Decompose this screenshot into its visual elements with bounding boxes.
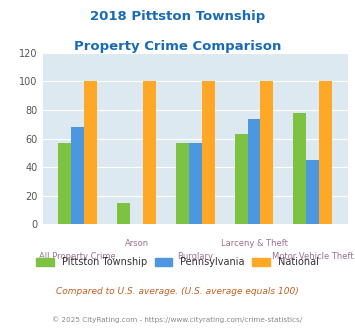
Bar [306, 160, 319, 224]
Bar [59, 143, 71, 224]
Text: 2018 Pittston Township: 2018 Pittston Township [90, 10, 265, 23]
Text: Motor Vehicle Theft: Motor Vehicle Theft [272, 252, 354, 261]
Bar [176, 143, 189, 224]
Bar [319, 82, 332, 224]
Bar [293, 113, 306, 224]
Bar [71, 127, 84, 224]
Bar [189, 143, 202, 224]
Text: Property Crime Comparison: Property Crime Comparison [74, 40, 281, 52]
Text: © 2025 CityRating.com - https://www.cityrating.com/crime-statistics/: © 2025 CityRating.com - https://www.city… [53, 317, 302, 323]
Bar [143, 82, 156, 224]
Text: Burglary: Burglary [177, 252, 213, 261]
Bar [202, 82, 215, 224]
Bar [117, 203, 130, 224]
Text: All Property Crime: All Property Crime [39, 252, 116, 261]
Bar [247, 118, 261, 224]
Legend: Pittston Township, Pennsylvania, National: Pittston Township, Pennsylvania, Nationa… [37, 257, 318, 267]
Bar [261, 82, 273, 224]
Text: Compared to U.S. average. (U.S. average equals 100): Compared to U.S. average. (U.S. average … [56, 287, 299, 296]
Bar [84, 82, 97, 224]
Bar [235, 134, 247, 224]
Text: Larceny & Theft: Larceny & Theft [220, 239, 288, 248]
Text: Arson: Arson [125, 239, 149, 248]
